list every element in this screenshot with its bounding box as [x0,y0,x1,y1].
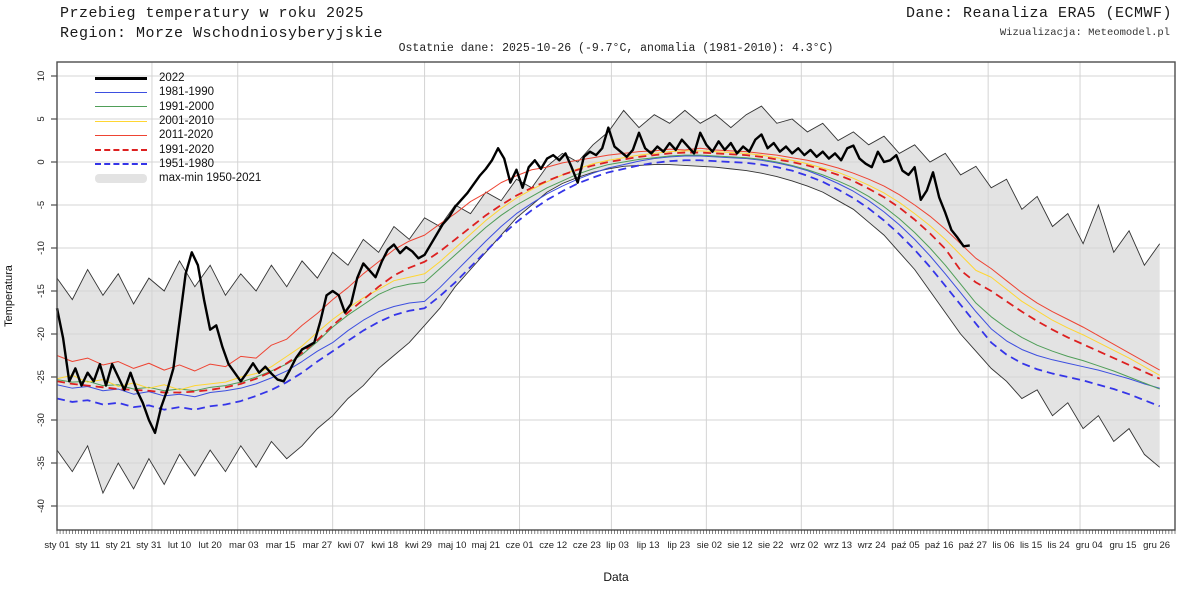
x-tick-label: cze 01 [506,540,534,551]
x-tick-label: paź 05 [891,540,920,551]
data-source-label: Dane: Reanaliza ERA5 (ECMWF) [905,5,1172,22]
y-tick-label: -35 [36,456,47,470]
x-tick-label: lip 13 [637,540,660,551]
legend-label: 1951-1980 [159,157,214,170]
x-tick-label: wrz 13 [823,540,852,551]
region-subtitle: Region: Morze Wschodniosyberyjskie [60,25,384,42]
x-tick-label: mar 27 [303,540,333,551]
legend-label: 2011-2020 [159,129,214,142]
legend-item: 1991-2020 [95,142,261,156]
y-tick-label: 5 [36,116,47,121]
x-tick-label: lis 06 [992,540,1014,551]
y-tick-label: -5 [36,201,47,209]
series-line-1951-1980 [56,159,1161,411]
band-max-line [56,105,1161,305]
x-tick-label: maj 21 [472,540,501,551]
x-tick-label: sty 21 [106,540,131,551]
x-tick-label: lip 03 [606,540,629,551]
y-tick-label: 0 [36,159,47,164]
legend-item: 2022 [95,71,261,85]
x-tick-label: lut 10 [168,540,191,551]
legend: 2022 1981-1990 1991-2000 2001-2010 2011-2020… [95,71,261,185]
x-tick-label: sie 22 [758,540,783,551]
x-tick-label: gru 15 [1109,540,1136,551]
x-tick-label: gru 04 [1076,540,1103,551]
legend-label: 1981-1990 [159,86,214,99]
legend-line-swatch [95,76,147,80]
legend-band-swatch [95,173,147,183]
x-tick-label: lut 20 [199,540,222,551]
x-tick-label: wrz 02 [789,540,818,551]
y-tick-label: 10 [36,71,47,82]
series-line-1991-2020 [56,151,1161,394]
y-tick-label: -20 [36,327,47,341]
legend-line-swatch [95,106,147,108]
plot-border [56,61,1176,531]
page-title: Przebieg temperatury w roku 2025 [60,5,365,22]
legend-label: 1991-2000 [159,100,214,113]
x-tick-label: maj 10 [438,540,467,551]
series-line-2011-2020 [56,147,1160,372]
legend-label: 2001-2010 [159,115,214,128]
y-tick-label: -10 [36,241,47,255]
y-axis-title: Temperatura [3,265,15,327]
x-tick-label: sty 01 [44,540,69,551]
legend-label: 2022 [159,72,185,85]
y-tick-label: -30 [36,413,47,427]
x-tick-label: sie 02 [697,540,722,551]
x-axis-title: Data [603,570,629,584]
y-tick-label: -40 [36,499,47,513]
series-line-2001-2010 [56,150,1160,391]
legend-line-swatch [95,91,147,93]
x-tick-label: kwi 29 [405,540,432,551]
legend-item: 1981-1990 [95,85,261,99]
legend-line-swatch [95,120,147,122]
x-tick-label: cze 12 [539,540,567,551]
x-tick-label: paź 16 [925,540,954,551]
legend-item: 1991-2000 [95,100,261,114]
y-tick-label: -25 [36,370,47,384]
x-tick-label: lis 15 [1020,540,1042,551]
x-tick-label: sty 11 [75,540,100,551]
x-tick-label: cze 23 [573,540,601,551]
x-tick-label: gru 26 [1143,540,1170,551]
legend-label: 1991-2020 [159,143,214,156]
x-tick-label: lip 23 [667,540,690,551]
x-tick-label: mar 03 [229,540,259,551]
legend-line-swatch [95,134,147,136]
x-tick-label: sty 31 [136,540,161,551]
visualization-credit: Wizualizacja: Meteomodel.pl [999,27,1170,39]
legend-item: 2001-2010 [95,114,261,128]
legend-item: max-min 1950-2021 [95,171,261,185]
x-tick-label: kwi 07 [338,540,365,551]
series-line-1981-1990 [56,155,1160,398]
x-tick-label: mar 15 [266,540,296,551]
x-tick-label: sie 12 [727,540,752,551]
x-tick-label: wrz 24 [857,540,886,551]
x-tick-label: lis 24 [1048,540,1070,551]
legend-label: max-min 1950-2021 [159,172,262,185]
band-min-line [56,164,1160,495]
x-tick-label: paź 27 [959,540,988,551]
x-tick-label: kwi 18 [371,540,398,551]
legend-item: 1951-1980 [95,157,261,171]
legend-line-swatch [95,162,147,165]
last-data-annotation: Ostatnie dane: 2025-10-26 (-9.7°C, anoma… [398,42,834,55]
y-tick-label: -15 [36,284,47,298]
series-line-2022 [55,126,970,435]
legend-item: 2011-2020 [95,128,261,142]
legend-line-swatch [95,148,147,151]
